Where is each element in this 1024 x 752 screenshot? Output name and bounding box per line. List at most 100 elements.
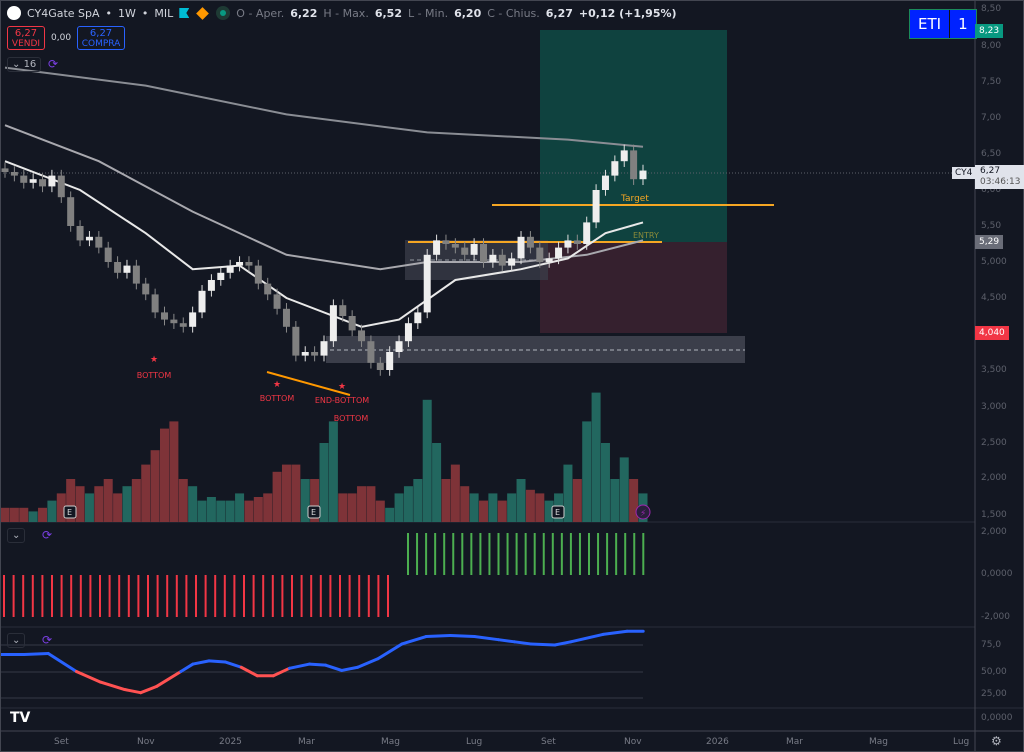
axis-label: 0,0000 — [981, 569, 1013, 579]
volume-bar — [178, 479, 188, 522]
volume-bar — [422, 399, 432, 522]
candle-body — [48, 175, 56, 187]
volume-bar — [291, 464, 301, 522]
candle-body — [461, 247, 469, 255]
axis-label: -2,000 — [981, 612, 1011, 622]
position-profit-zone[interactable] — [540, 30, 727, 242]
candle-body — [282, 308, 290, 327]
volume-bar — [0, 507, 10, 522]
oscillator-segment — [356, 657, 380, 669]
candle-body — [311, 352, 319, 356]
market-status-icon[interactable] — [216, 6, 231, 20]
indicators-toggle[interactable]: ⌄ 16 — [7, 57, 42, 72]
volume-bar — [197, 500, 207, 522]
interval[interactable]: 1W — [118, 6, 136, 20]
volume-bar — [629, 479, 639, 522]
close-value: 6,27 — [545, 6, 573, 20]
volume-bar — [357, 486, 367, 522]
oscillator-segment — [472, 635, 500, 642]
candle-body — [517, 236, 525, 259]
candle-body — [132, 265, 140, 284]
sync-icon[interactable]: ⟳ — [42, 633, 53, 647]
diamond-icon[interactable] — [196, 6, 210, 20]
oscillator-segment — [22, 651, 50, 657]
flag-icon[interactable] — [179, 8, 190, 18]
time-label: 2025 — [219, 737, 242, 747]
axis-label: 5,000 — [981, 257, 1007, 267]
candle-body — [433, 240, 441, 255]
oscillator-segment — [496, 638, 517, 644]
oscillator-segment — [271, 666, 291, 678]
axis-label: 7,00 — [981, 113, 1002, 123]
candle-body — [29, 179, 37, 183]
axis-label: 8,50 — [981, 4, 1002, 14]
candle-body — [470, 244, 478, 255]
candle-body — [226, 265, 234, 273]
volume-bar — [225, 500, 235, 522]
candle-body — [451, 244, 459, 248]
volume-bar — [84, 493, 94, 522]
candle-body — [639, 170, 647, 180]
oscillator-segment — [340, 665, 360, 672]
axis-label: 2,000 — [981, 527, 1007, 537]
sync-icon[interactable]: ⟳ — [48, 57, 59, 71]
candle-body — [114, 262, 122, 273]
high-value: 6,52 — [374, 6, 402, 20]
sync-icon[interactable]: ⟳ — [42, 528, 53, 542]
candle-body — [404, 323, 412, 342]
volume-bar — [281, 464, 291, 522]
volume-bar — [94, 486, 104, 522]
candle-body — [254, 265, 262, 284]
candle-body — [583, 222, 591, 244]
svg-text:E: E — [311, 508, 316, 517]
oscillator-segment — [46, 651, 78, 673]
pane-collapse-button[interactable]: ⌄ — [7, 528, 26, 543]
entry-price-tag: 5,29 — [975, 235, 1004, 249]
volume-bar — [516, 479, 526, 522]
axis-label: 7,50 — [981, 77, 1002, 87]
close-label: C - Chius. — [487, 6, 540, 20]
entry-label: ENTRY — [633, 231, 659, 240]
symbol-name[interactable]: CY4Gate SpA — [27, 6, 100, 20]
candle-body — [95, 236, 103, 248]
ma-mid-line — [4, 124, 644, 271]
trendline[interactable] — [266, 371, 351, 396]
svg-text:E: E — [67, 508, 72, 517]
candle-body — [545, 258, 553, 262]
candle-body — [67, 197, 75, 226]
volume-bar — [488, 493, 498, 522]
settings-icon[interactable]: ⚙ — [991, 734, 1002, 748]
sell-button[interactable]: 6,27 VENDI — [7, 26, 45, 50]
tradingview-logo[interactable]: TV — [10, 710, 31, 726]
buy-button[interactable]: 6,27 COMPRA — [77, 26, 126, 50]
volume-bar — [131, 479, 141, 522]
candle-body — [151, 294, 159, 313]
candle-body — [170, 319, 178, 324]
candle-body — [592, 190, 600, 223]
candle-body — [358, 330, 366, 342]
candle-body — [329, 305, 337, 342]
axis-label: 75,0 — [981, 640, 1002, 650]
volume-bar — [441, 479, 451, 522]
candle-body — [386, 352, 394, 370]
volume-bar — [263, 493, 273, 522]
oscillator-segment — [569, 632, 605, 644]
candle-body — [508, 258, 516, 266]
symbol-legend[interactable]: CY4Gate SpA • 1W • MIL O - Aper. 6,22 H - M… — [7, 6, 677, 20]
time-label: Mar — [786, 737, 803, 747]
earnings-markers[interactable]: E E E — [63, 505, 565, 519]
candle-body — [564, 240, 572, 248]
volume-bar — [413, 479, 423, 522]
time-label: Nov — [137, 737, 155, 747]
oscillator-segment — [448, 633, 476, 639]
candle-body — [423, 254, 431, 313]
candles — [1, 144, 647, 376]
candle-body — [10, 172, 18, 176]
lightning-icon[interactable] — [635, 504, 651, 520]
volume-bar — [403, 486, 413, 522]
oscillator-segment — [179, 662, 195, 673]
pane-collapse-button[interactable]: ⌄ — [7, 633, 26, 648]
time-label: Lug — [953, 737, 970, 747]
company-logo — [7, 6, 21, 20]
